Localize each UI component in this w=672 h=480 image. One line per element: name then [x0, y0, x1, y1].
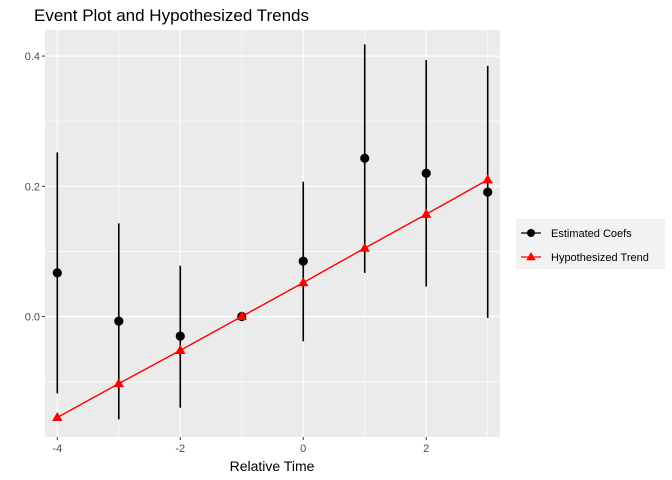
trend-point [359, 242, 370, 252]
x-tick-label: -4 [52, 443, 62, 455]
x-axis-label: Relative Time [230, 458, 315, 474]
coef-point [421, 168, 431, 178]
plot-panel [45, 30, 500, 437]
y-tick-label: 0.4 [25, 51, 40, 63]
trend-point [236, 311, 247, 321]
coef-point [298, 256, 308, 266]
coef-point [483, 187, 493, 197]
legend-label: Hypothesized Trend [551, 252, 649, 264]
x-tick-label: 0 [300, 443, 306, 455]
trend-point [52, 411, 63, 422]
trend-point [482, 174, 493, 184]
trend-point [113, 378, 125, 388]
coef-point [175, 331, 185, 341]
legend-label: Estimated Coefs [551, 228, 632, 240]
trend-point [298, 277, 309, 287]
plot-marks [52, 44, 493, 422]
legend-key-circle [527, 229, 535, 237]
x-tick-label: -2 [175, 443, 185, 455]
legend: Estimated Coefs Hypothesized Trend [516, 219, 665, 269]
trend-line [56, 179, 489, 419]
y-axis-ticks: 0.0 0.2 0.4 [25, 51, 45, 324]
x-tick-label: 2 [423, 443, 429, 455]
y-tick-label: 0.2 [25, 181, 40, 193]
y-tick-label: 0.0 [25, 312, 40, 324]
coef-point [52, 268, 62, 278]
trend-point [420, 208, 432, 218]
coef-point [114, 316, 124, 326]
trend-point [175, 344, 186, 354]
coef-point [360, 153, 370, 163]
legend-items: Estimated Coefs Hypothesized Trend [521, 228, 649, 264]
legend-key-triangle [526, 252, 536, 261]
chart-title: Event Plot and Hypothesized Trends [34, 6, 309, 25]
legend-background [516, 219, 665, 269]
x-axis-ticks: -4 -2 0 2 [52, 437, 429, 455]
